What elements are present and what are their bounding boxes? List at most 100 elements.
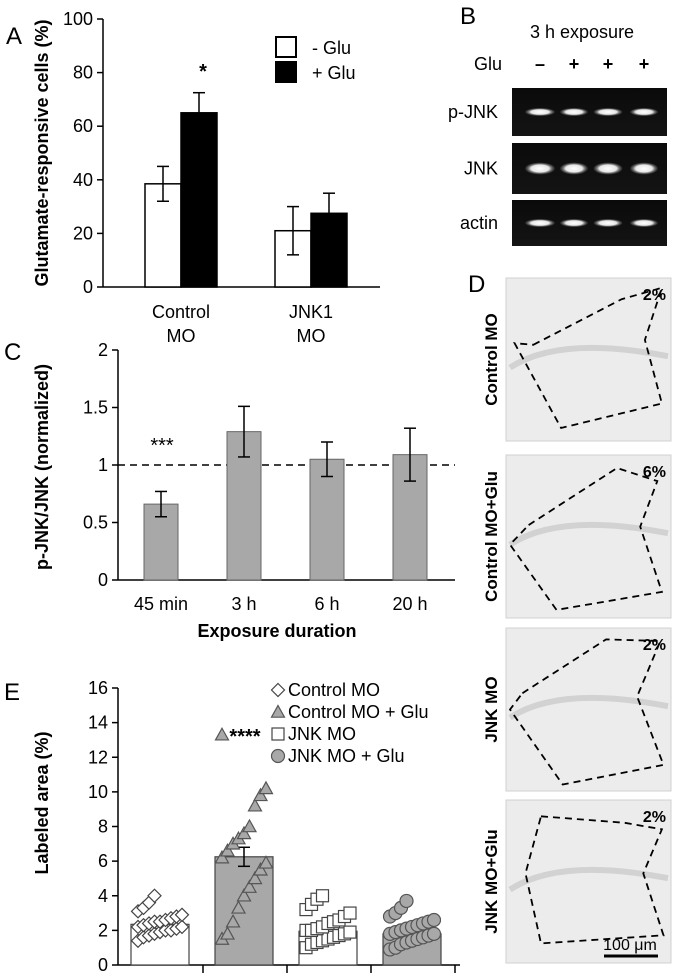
panel-a-bar — [180, 112, 218, 288]
panel-e-point-triangle — [214, 849, 230, 864]
panel-letter-b: B — [460, 3, 476, 30]
micrograph-row-label: JNK MO+Glu — [482, 829, 501, 933]
panel-c-x-tick-label: 20 h — [392, 594, 427, 614]
panel-c-significance: *** — [150, 435, 174, 457]
panel-e-point-triangle — [219, 843, 236, 857]
micrograph-texture — [508, 694, 669, 721]
blot-band — [593, 162, 623, 175]
legend-label-plus-glu: + Glu — [312, 63, 356, 83]
panel-c-y-tick-label: 0 — [98, 570, 108, 590]
panel-e-point-triangle — [230, 900, 247, 914]
panel-e-legend-label: Control MO — [288, 680, 380, 700]
panel-d-micrographs: 2% Control MO 6% Control MO+Glu 2% JNK MO 2% JN… — [482, 277, 672, 964]
panel-e-point-triangle — [247, 870, 263, 885]
panel-e-point-diamond — [174, 919, 190, 935]
panel-e-y-tick-label: 10 — [88, 782, 108, 802]
micrograph-percent-label: 6% — [643, 464, 666, 481]
panel-a-ylabel: Glutamate-responsive cells (%) — [32, 19, 52, 286]
panel-c-x-tick-label: 6 h — [314, 594, 339, 614]
panel-e-point-triangle — [258, 855, 274, 869]
panel-a-y-tick-label: 0 — [83, 277, 93, 297]
panel-e-point-diamond — [147, 888, 162, 904]
blot-lane-treatment: + — [569, 54, 580, 74]
panel-e-point-triangle — [241, 879, 258, 893]
panel-e-point-diamond — [174, 907, 190, 923]
legend-label-minus-glu: - Glu — [312, 38, 351, 58]
blot-title: 3 h exposure — [530, 22, 634, 42]
panel-e-point-circle — [399, 893, 414, 909]
micrograph-row-label: Control MO — [482, 313, 501, 406]
micrograph-texture — [508, 521, 669, 548]
blot-band — [525, 162, 555, 175]
blot-lane-treatment: + — [639, 54, 650, 74]
panel-a-chart: Glutamate-responsive cells (%) 0 20 40 60 80… — [32, 9, 380, 346]
blot-glu-label: Glu — [474, 54, 502, 74]
blot-lane-treatment: + — [603, 54, 614, 74]
panel-a-legend: - Glu + Glu — [275, 36, 356, 83]
micrograph-texture — [508, 344, 669, 371]
panel-a-y-tick-label: 20 — [73, 223, 93, 243]
panel-e-point-square — [343, 925, 357, 939]
panel-e-point-triangle — [214, 727, 230, 741]
panel-e-point-triangle — [258, 780, 274, 795]
panel-e-y-tick-label: 0 — [98, 955, 108, 975]
panel-e-point-square — [271, 727, 285, 741]
panel-e-point-triangle — [252, 787, 269, 802]
panel-letter-a: A — [6, 23, 22, 50]
panel-a-x-tick-label: MO — [167, 326, 196, 346]
panel-e-point-circle — [270, 748, 286, 764]
micrograph-row-label: JNK MO — [482, 676, 501, 742]
panel-c-ylabel: p-JNK/JNK (normalized) — [32, 364, 52, 570]
panel-e-y-tick-label: 16 — [88, 678, 108, 698]
panel-e-point-square — [343, 906, 357, 920]
panel-e-point-square — [315, 889, 330, 903]
panel-e-point-triangle — [219, 926, 236, 940]
panel-e-point-circle — [426, 912, 442, 928]
panel-letter-c: C — [4, 339, 21, 366]
panel-a-y-tick-label: 60 — [73, 116, 93, 136]
region-of-interest-outline — [524, 815, 665, 945]
legend-swatch-minus-glu — [275, 36, 297, 58]
micrograph-percent-label: 2% — [643, 637, 666, 654]
panel-letter-d: D — [468, 271, 485, 298]
panel-e-chart: Labeled area (%) 024681012141622192222 C… — [32, 678, 460, 975]
panel-a-y-tick-label: 80 — [73, 63, 93, 83]
panel-e-significance: **** — [229, 726, 260, 748]
panel-c-y-tick-label: 1 — [98, 455, 108, 475]
region-of-interest-outline — [513, 286, 664, 430]
panel-c-chart: p-JNK/JNK (normalized) Exposure duration… — [32, 340, 455, 641]
panel-e-legend-label: Control MO + Glu — [288, 702, 429, 722]
panel-a-significance: * — [199, 61, 207, 83]
panel-a-y-tick-label: 100 — [63, 9, 93, 29]
panel-e-ylabel: Labeled area (%) — [32, 731, 52, 874]
panel-e-y-tick-label: 14 — [88, 713, 108, 733]
panel-e-point-triangle — [247, 797, 263, 812]
blot-row-label: JNK — [464, 159, 498, 179]
micrograph-percent-label: 2% — [643, 287, 666, 304]
panel-e-point-triangle — [252, 862, 269, 876]
blot-band — [560, 219, 588, 227]
panel-e-point-triangle — [270, 704, 286, 718]
panel-e-y-tick-label: 6 — [98, 851, 108, 871]
blot-band — [525, 108, 555, 116]
panel-e-y-tick-label: 2 — [98, 920, 108, 940]
legend-swatch-plus-glu — [275, 61, 297, 83]
blot-band — [593, 108, 623, 116]
panel-a-x-tick-label: MO — [297, 326, 326, 346]
blot-row-label: actin — [460, 213, 498, 233]
panel-e-y-tick-label: 4 — [98, 886, 108, 906]
panel-b-blot: 3 h exposure Glu – + + + p-JNK JNK actin — [448, 22, 667, 246]
blot-band — [560, 162, 588, 175]
blot-band — [630, 108, 658, 116]
panel-e-point-triangle — [236, 825, 252, 840]
panel-e-point-circle — [426, 926, 442, 941]
panel-e-y-tick-label: 12 — [88, 747, 108, 767]
blot-band — [630, 162, 658, 175]
micrograph-percent-label: 2% — [643, 809, 666, 826]
panel-e-point-triangle — [236, 888, 252, 902]
panel-a-x-tick-label: JNK1 — [289, 302, 333, 322]
panel-c-xlabel: Exposure duration — [197, 621, 356, 641]
panel-e-legend-label: JNK MO + Glu — [288, 746, 405, 766]
